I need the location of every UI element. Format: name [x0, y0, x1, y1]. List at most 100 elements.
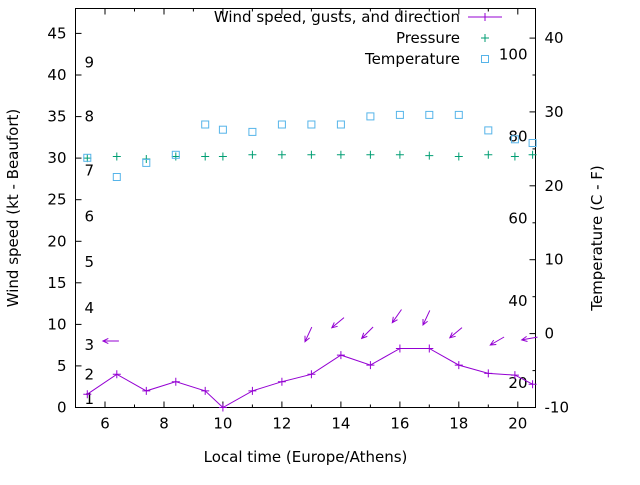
temp-tick-label: 40: [545, 29, 564, 47]
pressure-point: [336, 150, 345, 159]
wind-direction-arrow: [448, 327, 463, 339]
pressure-point: [218, 152, 227, 161]
beaufort-scale-label: 4: [85, 299, 95, 317]
wind-tick-label: 40: [47, 66, 66, 84]
pressure-point: [484, 150, 493, 159]
temperature-point: [248, 127, 257, 136]
wind-speed-point: [510, 371, 519, 380]
wind-direction-arrow: [489, 336, 505, 346]
wind-tick-label: 25: [47, 191, 66, 209]
wind-tick-label: 35: [47, 108, 66, 126]
temperature-point: [454, 110, 463, 119]
x-tick-label: 6: [100, 415, 110, 433]
temperature-point: [112, 173, 121, 181]
beaufort-scale-label: 2: [85, 365, 95, 383]
wind-tick-label: 0: [57, 399, 67, 417]
temp-tick-label: -10: [545, 399, 570, 417]
pressure-point: [248, 150, 257, 159]
temp-tick-label: 30: [545, 103, 564, 121]
beaufort-scale-label: 1: [85, 390, 95, 408]
wind-speed-point: [248, 386, 257, 395]
wind-speed-point: [83, 390, 92, 399]
temperature-point: [171, 150, 180, 159]
wind-direction-arrow: [391, 309, 402, 324]
wind-speed-point: [218, 403, 227, 412]
wind-direction-arrow: [520, 335, 538, 342]
beaufort-scale-label: 8: [85, 108, 95, 126]
temperature-point: [395, 110, 404, 119]
wind-speed-point: [307, 370, 316, 379]
beaufort-scale-label: 3: [85, 336, 95, 354]
wind-speed-point: [484, 369, 493, 378]
y2-axis-title: Temperature (C - F): [588, 165, 606, 312]
legend-label-pressure: Pressure: [396, 29, 460, 47]
temperature-point: [218, 125, 227, 134]
legend-label-temperature: Temperature: [364, 50, 460, 68]
temp-tick-label: 10: [545, 251, 564, 269]
wind-speed-point: [112, 370, 121, 379]
y-axis-title: Wind speed (kt - Beaufort): [4, 109, 22, 308]
fahrenheit-scale-label: 100: [499, 45, 528, 63]
legend-label-wind: Wind speed, gusts, and direction: [214, 8, 460, 26]
x-axis-title: Local time (Europe/Athens): [204, 448, 408, 466]
wind-tick-label: 15: [47, 274, 66, 292]
wind-speed-point: [528, 380, 537, 389]
x-tick-label: 18: [449, 415, 468, 433]
temperature-point: [510, 135, 519, 144]
wind-tick-label: 45: [47, 24, 66, 42]
pressure-point: [510, 152, 519, 161]
wind-tick-label: 10: [47, 315, 66, 333]
wind-direction-arrow: [101, 337, 119, 345]
wind-direction-arrow: [304, 326, 313, 343]
pressure-point: [528, 150, 537, 159]
beaufort-scale-label: 6: [85, 207, 95, 225]
wind-tick-label: 5: [57, 357, 67, 375]
beaufort-scale-label: 5: [85, 253, 95, 271]
wind-speed-point: [171, 377, 180, 386]
plot-border: [75, 8, 536, 408]
wind-speed-point: [201, 386, 210, 395]
temperature-point: [201, 120, 210, 129]
wind-speed-point: [142, 386, 151, 395]
wind-speed-point: [454, 361, 463, 370]
x-tick-label: 20: [508, 415, 527, 433]
temperature-point: [528, 139, 537, 147]
temp-tick-label: 0: [545, 325, 555, 343]
pressure-point: [395, 150, 404, 159]
temperature-point: [307, 120, 316, 129]
wind-speed-point: [366, 361, 375, 370]
pressure-point: [366, 150, 375, 159]
temperature-point: [425, 110, 434, 119]
legend-sample-pressure-marker: [481, 34, 489, 42]
fahrenheit-scale-label: 60: [508, 209, 527, 227]
wind-speed-point: [277, 377, 286, 386]
pressure-point: [171, 152, 180, 161]
pressure-point: [277, 150, 286, 159]
fahrenheit-scale-label: 40: [508, 292, 527, 310]
pressure-point: [83, 154, 92, 163]
pressure-point: [425, 151, 434, 160]
temperature-point: [366, 112, 375, 121]
wind-direction-arrow: [330, 317, 345, 329]
temperature-point: [484, 126, 493, 135]
beaufort-scale-label: 9: [85, 54, 95, 72]
wind-speed-point: [336, 351, 345, 360]
pressure-point: [307, 150, 316, 159]
x-tick-label: 16: [390, 415, 409, 433]
temperature-point: [142, 158, 151, 167]
x-tick-label: 8: [159, 415, 169, 433]
temp-tick-label: 20: [545, 177, 564, 195]
x-tick-label: 10: [213, 415, 232, 433]
wind-speed-point: [395, 344, 404, 353]
wind-tick-label: 30: [47, 149, 66, 167]
wind-tick-label: 20: [47, 232, 66, 250]
pressure-point: [454, 152, 463, 161]
x-tick-label: 12: [272, 415, 291, 433]
wind-direction-arrow: [422, 310, 431, 327]
temperature-point: [277, 120, 286, 129]
x-tick-label: 14: [331, 415, 350, 433]
temperature-point: [83, 153, 92, 162]
